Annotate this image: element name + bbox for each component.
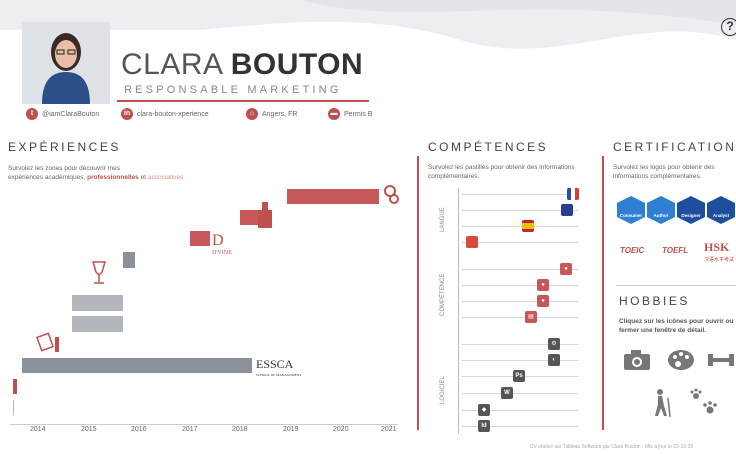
competences-axis [458,188,459,434]
contact-location[interactable]: ⌂ Angers, FR [246,108,297,120]
twitter-icon: t [26,108,38,120]
dumbbell-icon[interactable] [706,351,736,369]
linkedin-icon: in [121,108,133,120]
certifications-description: Survolez les logos pour obtenir des info… [613,164,715,180]
skill-track [462,360,578,361]
help-button[interactable]: ? [721,18,736,36]
team-skill-icon[interactable]: ● [560,263,572,275]
skill-track [462,344,578,345]
hiking-icon[interactable] [648,388,672,418]
paw-prints-icon[interactable] [688,388,720,418]
camera-icon[interactable] [622,348,652,372]
experience-bar-essca[interactable] [22,358,252,373]
tableau-author-badge[interactable]: Author [647,196,675,224]
profile-name: CLARA BOUTON [121,48,364,81]
contact-twitter[interactable]: t @iamClaraBouton [26,108,99,120]
python-icon[interactable]: ◆ [478,404,490,416]
year-label: 2017 [182,426,198,433]
wine-bottle-icon[interactable] [36,332,54,352]
wordpress-icon[interactable]: W [501,387,513,399]
skill-track [462,301,578,302]
people-skill-icon[interactable]: ● [537,279,549,291]
certifications-title: CERTIFICATIONS [613,140,736,154]
experience-bar-pro-2014[interactable] [55,337,59,352]
experience-bar-aca-2015b[interactable] [72,316,123,332]
experience-logo-2019-icon[interactable] [382,183,400,207]
profile-job-title: RESPONSABLE MARKETING [124,84,342,96]
experience-bar-aca-2016[interactable] [123,252,135,268]
contact-bar: t @iamClaraBouton in clara-bouton-xperie… [0,108,420,124]
communication-skill-icon[interactable]: ● [537,295,549,307]
tableau-consumer-badge[interactable]: Consumer [617,196,645,224]
hsk-logo-sub: 汉语水平考试 [704,257,735,263]
hsk-logo[interactable]: HSK [704,240,730,254]
hobbies-title: HOBBIES [619,294,690,308]
software-chart-icon[interactable]: ◐ [548,354,560,366]
experience-bar-pro-2017[interactable] [190,231,210,246]
category-label-logiciel: LOGICIEL [440,376,446,404]
wine-glass-icon[interactable] [90,260,108,286]
footer-credit: CV réalisé sur Tableau Software par Clar… [530,444,694,450]
year-label: 2021 [381,426,397,433]
experience-bar-earliest[interactable] [13,400,14,415]
skill-track [462,269,578,270]
experience-bar-pro-2018[interactable] [240,210,262,225]
experience-bar-pro-2019[interactable] [287,189,379,204]
year-label: 2018 [232,426,248,433]
skill-track [462,210,578,211]
competences-title: COMPÉTENCES [428,140,549,154]
car-icon: ▬ [328,108,340,120]
experience-logo-divine-icon[interactable]: D [212,232,224,249]
hobbies-description: Cliquez sur les icônes pour ouvrir ou fe… [619,318,734,334]
skill-track [462,242,578,243]
competences-description: Survolez les pastilles pour obtenir des … [428,164,575,180]
home-icon: ⌂ [246,108,258,120]
timeline-axis [10,424,398,425]
experience-logo-bottle-icon[interactable] [254,200,276,230]
toeic-logo[interactable]: TOEIC [620,246,645,255]
contact-linkedin[interactable]: in clara-bouton-xperience [121,108,209,120]
china-flag-icon[interactable] [466,236,478,248]
uk-flag-icon[interactable] [561,204,573,216]
experience-logo-divine-label: D'VINE [212,250,232,256]
header-background-wave [0,0,736,49]
tableau-analyst-badge[interactable]: Analyst [707,196,735,224]
experiences-title: EXPÉRIENCES [8,140,121,154]
contact-license[interactable]: ▬ Permis B [328,108,372,120]
section-divider-left [417,156,419,430]
toefl-logo[interactable]: TOEFL [662,246,689,255]
experience-logo-essca-sub: SCHOOL OF MANAGEMENT [256,373,302,377]
skill-track [462,226,578,227]
skill-track [462,285,578,286]
category-label-langue: LANGUE [440,207,446,232]
experience-bar-aca-2015a[interactable] [72,295,123,311]
category-label-competence: COMPÉTENCE [440,273,446,316]
profile-photo [22,22,110,104]
skill-track [462,194,578,195]
year-label: 2016 [131,426,147,433]
french-flag-icon[interactable] [567,188,579,200]
skill-track [462,317,578,318]
indesign-icon[interactable]: Id [478,420,490,432]
hobbies-divider [616,285,736,286]
year-label: 2019 [283,426,299,433]
experience-logo-essca[interactable]: ESSCA [256,357,294,371]
document-skill-icon[interactable]: ▤ [525,311,537,323]
skill-track [462,393,578,394]
name-underline [117,100,369,102]
palette-icon[interactable] [666,348,696,372]
photoshop-icon[interactable]: Ps [513,370,525,382]
section-divider-right [602,156,604,430]
year-label: 2014 [30,426,46,433]
tableau-designer-badge[interactable]: Designer [677,196,705,224]
spain-flag-icon[interactable] [522,220,534,232]
skill-track [462,426,578,427]
year-label: 2020 [333,426,349,433]
experiences-description: Survolez les zones pour découvrir mes ex… [8,165,186,181]
experience-bar-early[interactable] [13,379,17,394]
year-label: 2015 [81,426,97,433]
skill-track [462,410,578,411]
software-gear-icon[interactable]: ⚙ [548,338,560,350]
